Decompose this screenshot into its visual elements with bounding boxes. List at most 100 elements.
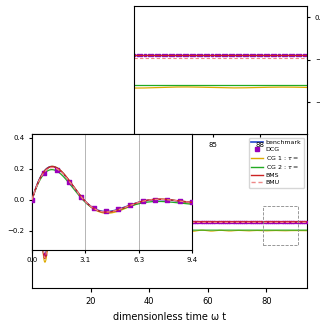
Point bbox=[294, 219, 299, 224]
Point bbox=[245, 53, 250, 58]
Point bbox=[164, 53, 169, 58]
Point bbox=[296, 219, 301, 224]
Point bbox=[174, 219, 180, 224]
Point bbox=[132, 53, 137, 58]
Point bbox=[255, 53, 260, 58]
Point bbox=[287, 53, 292, 58]
Point bbox=[78, 220, 84, 225]
Point bbox=[192, 53, 197, 58]
Point bbox=[238, 219, 244, 224]
Point bbox=[276, 53, 282, 58]
Point bbox=[292, 219, 297, 224]
Point bbox=[153, 53, 158, 58]
Point bbox=[85, 219, 90, 224]
Point bbox=[96, 219, 101, 224]
Point bbox=[200, 219, 205, 224]
Point bbox=[155, 219, 160, 224]
Point bbox=[29, 197, 35, 202]
Point bbox=[262, 53, 268, 58]
Point bbox=[51, 209, 56, 214]
Point bbox=[275, 219, 280, 224]
Point bbox=[91, 205, 96, 210]
Point bbox=[103, 209, 108, 214]
Point bbox=[181, 53, 186, 58]
Point bbox=[142, 53, 148, 58]
Point bbox=[204, 219, 210, 224]
Point bbox=[135, 53, 140, 58]
Point bbox=[256, 219, 261, 224]
Point bbox=[269, 53, 275, 58]
Point bbox=[167, 53, 172, 58]
Point bbox=[93, 219, 99, 224]
Point bbox=[234, 219, 239, 224]
Point bbox=[226, 219, 231, 224]
Point bbox=[106, 219, 111, 224]
Point bbox=[64, 220, 69, 226]
Point bbox=[108, 219, 114, 224]
Point bbox=[54, 167, 59, 172]
Point bbox=[134, 219, 139, 224]
Point bbox=[230, 219, 235, 224]
Point bbox=[171, 53, 176, 58]
Point bbox=[224, 219, 229, 224]
Point bbox=[83, 219, 88, 224]
Point bbox=[262, 219, 267, 224]
Point bbox=[128, 202, 133, 207]
Point bbox=[243, 219, 248, 224]
Point bbox=[270, 219, 276, 224]
Point bbox=[164, 219, 169, 224]
Point bbox=[202, 219, 207, 224]
Point bbox=[221, 219, 227, 224]
Point bbox=[198, 219, 203, 224]
Point bbox=[136, 219, 141, 224]
Point bbox=[98, 219, 103, 224]
Point bbox=[206, 219, 212, 224]
Point bbox=[238, 53, 243, 58]
Point bbox=[298, 219, 303, 224]
Point bbox=[209, 53, 214, 58]
Point bbox=[283, 219, 288, 224]
Point bbox=[178, 53, 183, 58]
Point bbox=[266, 219, 271, 224]
Point bbox=[115, 219, 120, 224]
Point bbox=[196, 219, 201, 224]
Point bbox=[66, 219, 71, 224]
Point bbox=[277, 219, 282, 224]
Point bbox=[156, 53, 162, 58]
Point bbox=[253, 219, 259, 224]
Point bbox=[298, 53, 303, 58]
Point bbox=[249, 219, 254, 224]
Point bbox=[132, 219, 137, 224]
Point bbox=[170, 219, 175, 224]
Point bbox=[273, 219, 278, 224]
Point bbox=[188, 53, 193, 58]
Point bbox=[70, 218, 75, 223]
Point bbox=[140, 199, 145, 204]
Point bbox=[142, 219, 148, 224]
Point bbox=[117, 219, 122, 224]
Point bbox=[130, 219, 135, 224]
Point bbox=[149, 219, 154, 224]
Point bbox=[174, 53, 179, 58]
Point bbox=[42, 170, 47, 175]
Point bbox=[100, 219, 105, 224]
Point bbox=[268, 219, 274, 224]
Bar bbox=[263, 206, 299, 245]
Point bbox=[236, 219, 242, 224]
Point bbox=[153, 219, 158, 224]
Point bbox=[199, 53, 204, 58]
Point bbox=[288, 219, 293, 224]
Point bbox=[284, 53, 289, 58]
Point bbox=[79, 195, 84, 200]
X-axis label: dimensionless time ω t: dimensionless time ω t bbox=[113, 312, 226, 320]
Point bbox=[213, 53, 218, 58]
Point bbox=[300, 219, 306, 224]
Point bbox=[211, 219, 216, 224]
Point bbox=[76, 219, 82, 224]
Point bbox=[32, 105, 37, 110]
Point bbox=[248, 53, 253, 58]
Point bbox=[162, 219, 167, 224]
Point bbox=[74, 219, 79, 224]
Point bbox=[213, 219, 218, 224]
Point bbox=[192, 219, 197, 224]
